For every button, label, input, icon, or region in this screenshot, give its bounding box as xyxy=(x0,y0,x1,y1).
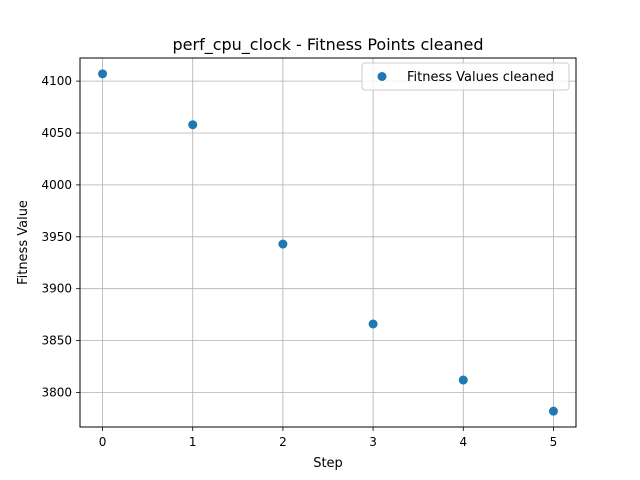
axes-frame xyxy=(79,57,577,428)
y-tick-label: 4050 xyxy=(41,126,72,140)
x-tick-label: 3 xyxy=(369,435,377,449)
y-tick-label: 3950 xyxy=(41,230,72,244)
legend-box xyxy=(361,62,570,91)
ticks: 0 1 2 3 4 5 3800 3850 3900 3950 4000 4050 4100 xyxy=(41,74,557,449)
y-tick-label: 4100 xyxy=(41,74,72,88)
data-point xyxy=(98,69,108,79)
x-tick-label: 4 xyxy=(459,435,467,449)
legend-label: Fitness Values cleaned xyxy=(407,70,554,85)
chart-title: perf_cpu_clock - Fitness Points cleaned xyxy=(172,35,483,55)
y-tick-label: 4000 xyxy=(41,178,72,192)
data-point xyxy=(278,239,288,249)
data-point xyxy=(548,406,558,416)
data-point xyxy=(188,120,198,130)
y-tick-label: 3800 xyxy=(41,385,72,399)
data-points xyxy=(98,69,558,416)
x-tick-label: 2 xyxy=(279,435,287,449)
y-tick-label: 3850 xyxy=(41,334,72,348)
y-axis-label: Fitness Value xyxy=(16,200,31,285)
legend-marker xyxy=(377,72,387,81)
legend: Fitness Values cleaned xyxy=(361,62,570,91)
x-tick-label: 0 xyxy=(99,435,107,449)
x-tick-label: 5 xyxy=(550,435,558,449)
y-tick-label: 3900 xyxy=(41,282,72,296)
x-tick-label: 1 xyxy=(189,435,197,449)
x-axis-label: Step xyxy=(313,456,343,471)
plot-area-border xyxy=(79,57,577,428)
data-point xyxy=(458,375,468,385)
data-point xyxy=(368,319,378,329)
